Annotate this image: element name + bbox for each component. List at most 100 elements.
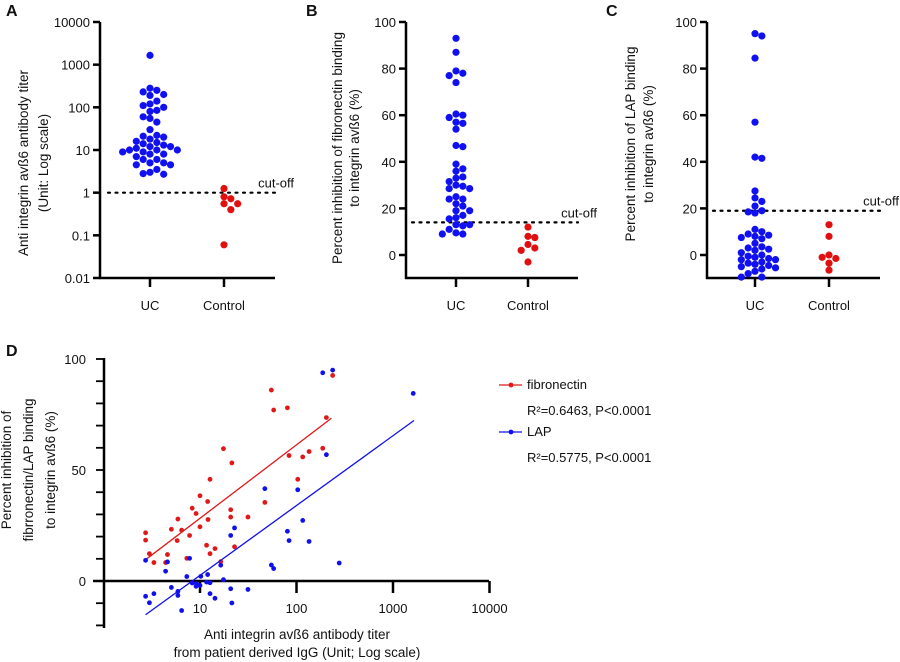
uc-point <box>751 232 759 240</box>
uc-point <box>445 184 453 193</box>
fibronectin-point <box>207 476 213 482</box>
fibronectin-point <box>189 505 195 511</box>
uc-point <box>139 132 147 140</box>
y-axis-label: to integrin avß6 (%) <box>641 85 656 203</box>
uc-point <box>153 155 161 164</box>
fibronectin-point <box>151 560 157 565</box>
uc-point <box>146 135 154 143</box>
uc-point <box>132 137 140 145</box>
uc-point <box>146 100 154 108</box>
y-tick-label: 80 <box>683 62 697 77</box>
lap-point <box>262 486 268 492</box>
lap-point <box>151 591 157 597</box>
uc-point <box>751 225 759 233</box>
lap-point <box>187 555 192 561</box>
y-tick-label: 100 <box>64 352 86 367</box>
uc-point <box>751 194 759 202</box>
panel-d: 0 50 100 10 100 1000 10000 Percent inhibition o… <box>0 352 651 660</box>
lap-point <box>300 517 306 523</box>
y-tick-label: 100 <box>374 15 396 30</box>
lap-point <box>179 608 185 613</box>
y-tick-label: 0.01 <box>65 271 90 286</box>
control-point <box>832 254 840 263</box>
uc-point <box>146 51 154 59</box>
y-tick-label: 80 <box>382 62 396 77</box>
lap-point <box>285 528 290 534</box>
cutoff-label: cut-off <box>561 205 597 220</box>
y-axis-label: Percent inhibition of <box>0 410 14 529</box>
uc-point <box>445 113 453 122</box>
category-label: UC <box>141 298 160 313</box>
fibronectin-point <box>174 538 180 543</box>
uc-point <box>765 261 773 270</box>
uc-point <box>160 133 168 141</box>
uc-point <box>452 160 460 168</box>
uc-point <box>751 239 759 247</box>
fibronectin-point <box>207 551 213 557</box>
fibronectin-point <box>143 530 148 536</box>
x-tick-label: 10000 <box>471 601 507 616</box>
uc-point <box>146 107 154 116</box>
uc-point <box>751 118 759 126</box>
control-point <box>531 233 539 242</box>
uc-point <box>459 202 467 210</box>
fibronectin-point <box>204 542 209 548</box>
legend-label-fibronectin: fibronectin <box>527 377 587 392</box>
uc-point <box>160 159 168 167</box>
cutoff-label: cut-off <box>863 194 899 209</box>
uc-point <box>139 155 147 164</box>
fibronectin-point <box>295 476 301 482</box>
uc-point <box>744 230 752 238</box>
fibronectin-point <box>268 387 274 393</box>
control-point <box>234 200 242 208</box>
y-tick-label: 20 <box>683 201 697 216</box>
uc-point <box>459 211 467 219</box>
uc-point <box>452 174 460 182</box>
uc-point <box>758 154 766 162</box>
panel-a: 0.01 0.1 1 10 100 1000 10000 UC Control Anti inte… <box>16 15 294 313</box>
uc-point <box>459 195 467 203</box>
lap-fit-line <box>145 419 415 616</box>
y-tick-label: 100 <box>68 100 90 115</box>
uc-point <box>153 106 161 114</box>
y-axis-label: Percent inhibition of LAP binding <box>623 47 638 242</box>
y-axis-label: to integrin avß6 (%) <box>347 89 362 207</box>
uc-point <box>459 143 467 151</box>
uc-point <box>166 143 175 151</box>
y-tick-label: 20 <box>382 201 396 216</box>
y-tick-label: 10 <box>76 143 90 158</box>
control-point <box>825 266 833 274</box>
uc-point <box>758 32 766 40</box>
panel-c: 0 20 40 60 80 100 UC Control Percent inhibition … <box>623 15 899 313</box>
uc-point <box>153 86 161 94</box>
fibronectin-point <box>197 524 203 530</box>
uc-point <box>452 214 460 222</box>
uc-point <box>459 111 467 119</box>
uc-point <box>452 200 460 208</box>
y-axis-label: Anti integrin avß6 antibody titer <box>16 69 31 256</box>
lap-point <box>143 593 148 599</box>
lap-point <box>147 600 152 606</box>
x-tick-label: 1000 <box>379 601 408 616</box>
lap-point <box>207 591 213 597</box>
uc-point <box>737 233 745 242</box>
uc-point <box>765 254 773 263</box>
uc-point <box>160 141 168 149</box>
uc-point <box>751 253 759 261</box>
fibronectin-point <box>187 533 192 538</box>
uc-point <box>445 225 453 233</box>
uc-point <box>758 235 766 243</box>
fibronectin-point <box>193 511 199 516</box>
uc-point <box>153 146 161 154</box>
uc-point <box>751 153 759 161</box>
fibronectin-point <box>175 516 181 522</box>
uc-point <box>758 243 766 251</box>
uc-point <box>132 161 140 169</box>
uc-point <box>452 34 460 42</box>
uc-point <box>758 197 766 206</box>
uc-point <box>132 153 140 161</box>
control-point <box>531 244 539 252</box>
control-point <box>825 259 833 267</box>
uc-point <box>153 131 161 139</box>
lap-point <box>268 562 274 568</box>
